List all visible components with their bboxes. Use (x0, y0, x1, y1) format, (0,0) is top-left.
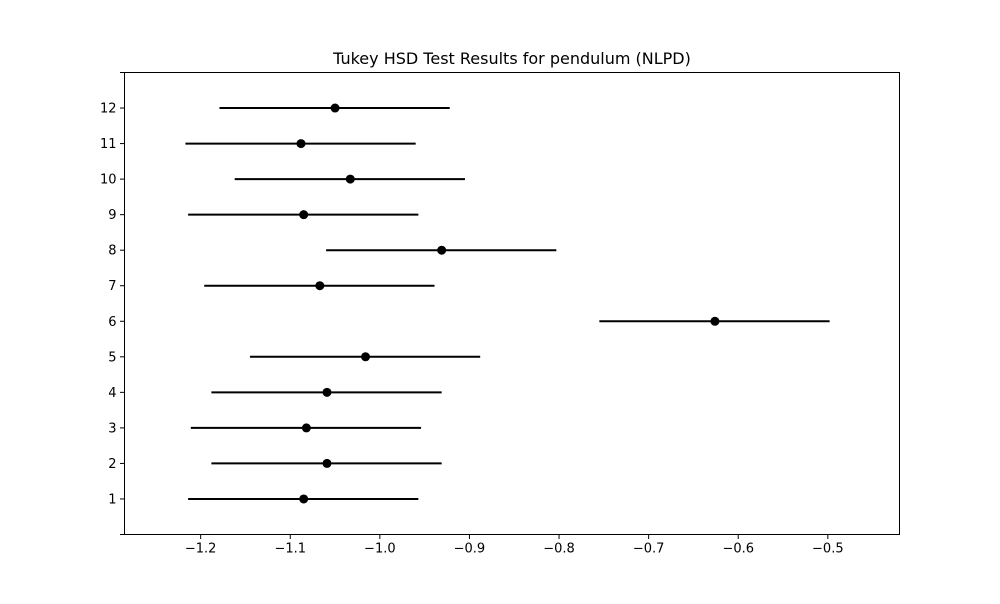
x-tick-label: −0.8 (543, 542, 575, 557)
mean-point-2 (322, 458, 332, 468)
y-tick-label: 2 (108, 457, 116, 472)
mean-point-7 (315, 281, 325, 291)
mean-point-10 (345, 174, 355, 184)
mean-point-12 (330, 103, 340, 113)
mean-point-6 (710, 316, 720, 326)
x-tick-label: −1.1 (274, 542, 306, 557)
plot-layer: −1.2 −1.1 −1.0 −0.9 −0.8 −0.7 −0.6 −0.512345678… (100, 72, 844, 557)
x-tick-label: −0.5 (812, 542, 844, 557)
mean-point-11 (296, 139, 306, 149)
chart-title: Tukey HSD Test Results for pendulum (NLP… (332, 49, 691, 68)
y-tick-label: 6 (108, 315, 116, 330)
y-tick-label: 1 (108, 492, 116, 507)
plot-frame (124, 72, 900, 535)
mean-point-8 (437, 245, 447, 255)
x-tick-label: −0.6 (722, 542, 754, 557)
x-tick-label: −1.0 (364, 542, 396, 557)
x-tick-label: −1.2 (185, 542, 217, 557)
mean-point-1 (299, 494, 309, 504)
mean-point-4 (322, 387, 332, 397)
y-tick-label: 9 (108, 208, 116, 223)
y-tick-label: 5 (108, 350, 116, 365)
y-tick-label: 7 (108, 279, 116, 294)
y-tick-label: 3 (108, 421, 116, 436)
y-tick-label: 4 (108, 386, 116, 401)
x-tick-label: −0.7 (633, 542, 665, 557)
mean-point-3 (301, 423, 311, 433)
y-tick-label: 11 (100, 137, 117, 152)
mean-point-5 (361, 352, 371, 362)
mean-point-9 (299, 210, 309, 220)
y-tick-label: 10 (100, 173, 117, 188)
y-tick-label: 12 (100, 102, 117, 117)
x-tick-label: −0.9 (454, 542, 486, 557)
y-tick-label: 8 (108, 244, 116, 259)
